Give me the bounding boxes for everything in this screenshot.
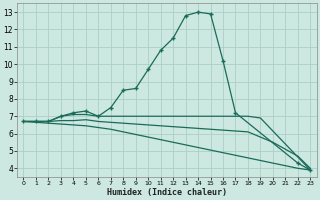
X-axis label: Humidex (Indice chaleur): Humidex (Indice chaleur): [107, 188, 227, 197]
